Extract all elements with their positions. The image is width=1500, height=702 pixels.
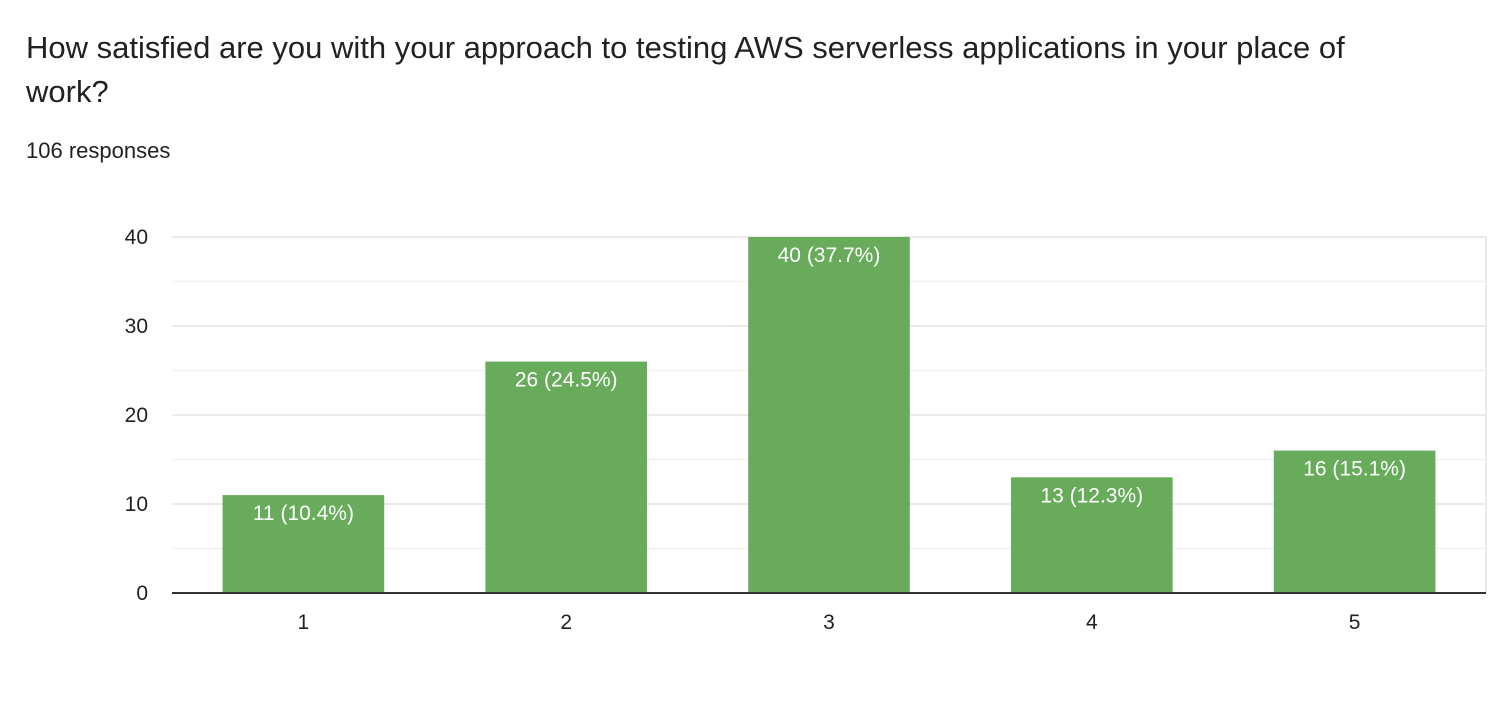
x-tick-label: 5 — [1349, 611, 1361, 634]
y-tick-label: 40 — [125, 226, 148, 249]
y-tick-label: 30 — [125, 315, 148, 338]
data-label: 16 (15.1%) — [1303, 458, 1406, 481]
y-tick-label: 10 — [125, 493, 148, 516]
bar-4 — [1010, 477, 1173, 593]
bar-1 — [222, 495, 385, 593]
x-tick-label: 1 — [298, 611, 310, 634]
data-label: 26 (24.5%) — [515, 369, 618, 392]
chart-title: How satisfied are you with your approach… — [26, 30, 1345, 109]
bar-5 — [1273, 450, 1436, 593]
response-count: 106 responses — [26, 138, 171, 163]
x-tick-label: 3 — [823, 611, 835, 634]
y-tick-label: 20 — [125, 404, 148, 427]
y-tick-label: 0 — [136, 582, 148, 605]
x-tick-label: 4 — [1086, 611, 1098, 634]
data-label: 11 (10.4%) — [253, 502, 354, 525]
bar-2 — [485, 361, 648, 593]
bars — [222, 237, 1436, 593]
labels: 0 10 20 30 40 11 (10.4%) 1 26 (24.5%) 2 40 (37.7%… — [125, 226, 1406, 634]
data-label: 40 (37.7%) — [778, 244, 881, 267]
x-tick-label: 2 — [560, 611, 572, 634]
data-label: 13 (12.3%) — [1040, 484, 1143, 507]
bar-3 — [748, 237, 910, 593]
